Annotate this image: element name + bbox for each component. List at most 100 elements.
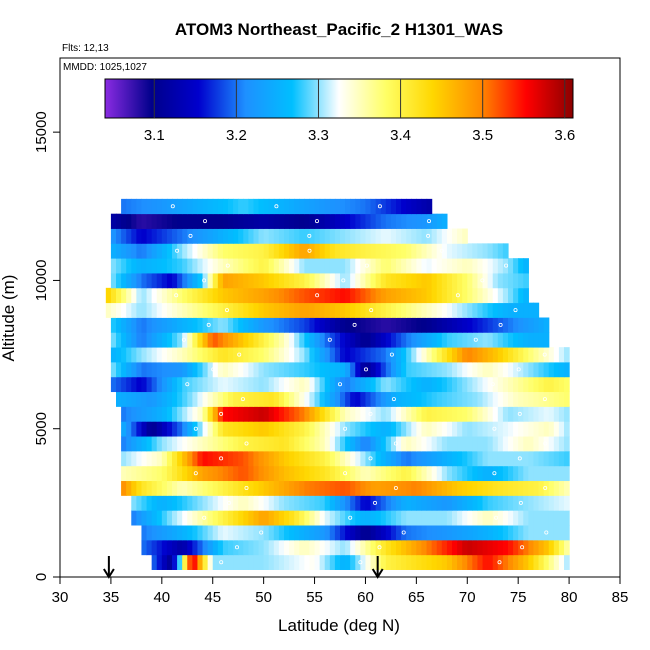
- heatmap-cell: [217, 198, 224, 215]
- heatmap-cell: [217, 436, 224, 452]
- heatmap-cell: [334, 361, 341, 378]
- heatmap-cell: [238, 465, 244, 482]
- heatmap-cell: [146, 391, 153, 407]
- heatmap-cell: [126, 273, 132, 289]
- heatmap-cell: [497, 332, 504, 348]
- heatmap-cell: [380, 510, 387, 526]
- x-tick-label: 70: [459, 589, 476, 606]
- heatmap-cell: [268, 376, 275, 393]
- heatmap-cell: [182, 495, 188, 511]
- heatmap-cell: [233, 480, 239, 496]
- heatmap-cell: [375, 213, 382, 229]
- heatmap-cell: [558, 436, 565, 452]
- heatmap-cell: [446, 332, 453, 348]
- sample-point: [219, 456, 224, 461]
- heatmap-cell: [390, 302, 397, 318]
- heatmap-cell: [482, 465, 489, 482]
- heatmap-cell: [564, 376, 570, 393]
- heatmap-cell: [375, 361, 382, 378]
- heatmap-cell: [548, 436, 555, 452]
- heatmap-cell: [151, 391, 158, 407]
- heatmap-cell: [548, 510, 555, 526]
- heatmap-cell: [258, 465, 265, 482]
- heatmap-cell: [502, 273, 509, 289]
- heatmap-cell: [350, 495, 356, 511]
- heatmap-cell: [411, 480, 417, 496]
- heatmap-cell: [202, 243, 209, 259]
- heatmap-cell: [390, 450, 397, 467]
- altitude-layer: [121, 436, 570, 452]
- heatmap-cell: [487, 376, 494, 393]
- heatmap-cell: [151, 302, 158, 318]
- sample-point: [517, 456, 522, 461]
- x-tick-label: 30: [52, 589, 69, 606]
- heatmap-cell: [253, 228, 260, 244]
- heatmap-cell: [304, 554, 311, 570]
- heatmap-cell: [309, 228, 316, 244]
- heatmap-cell: [452, 465, 458, 482]
- heatmap-cell: [141, 465, 148, 482]
- heatmap-cell: [161, 436, 168, 452]
- heatmap-cell: [314, 539, 321, 556]
- heatmap-cell: [182, 287, 188, 304]
- heatmap-cell: [543, 495, 550, 511]
- heatmap-cell: [487, 495, 494, 511]
- heatmap-cell: [172, 243, 178, 259]
- heatmap-cell: [131, 273, 137, 289]
- heatmap-cell: [121, 317, 127, 333]
- heatmap-cell: [121, 228, 127, 244]
- heatmap-cell: [187, 317, 193, 333]
- heatmap-cell: [436, 436, 443, 452]
- heatmap-cell: [452, 436, 458, 452]
- heatmap-cell: [284, 361, 290, 378]
- heatmap-cell: [350, 539, 356, 556]
- heatmap-cell: [217, 213, 224, 229]
- heatmap-cell: [299, 228, 305, 244]
- heatmap-cell: [309, 243, 316, 259]
- heatmap-cell: [462, 228, 468, 244]
- heatmap-cell: [406, 332, 412, 348]
- heatmap-cell: [212, 539, 219, 556]
- heatmap-cell: [187, 450, 193, 467]
- heatmap-cell: [508, 317, 514, 333]
- heatmap-cell: [360, 243, 367, 259]
- heatmap-cell: [141, 198, 148, 215]
- heatmap-cell: [263, 332, 270, 348]
- heatmap-cell: [207, 213, 214, 229]
- heatmap-cell: [436, 243, 443, 259]
- altitude-layer: [110, 258, 529, 274]
- heatmap-cell: [273, 347, 280, 363]
- heatmap-cell: [380, 273, 387, 289]
- heatmap-cell: [543, 421, 550, 437]
- heatmap-cell: [548, 480, 555, 496]
- heatmap-cell: [452, 361, 458, 378]
- heatmap-cell: [126, 480, 132, 496]
- heatmap-cell: [116, 273, 122, 289]
- heatmap-cell: [431, 391, 438, 407]
- sample-point: [174, 293, 179, 298]
- heatmap-cell: [146, 198, 153, 215]
- heatmap-cell: [462, 465, 468, 482]
- heatmap-cell: [141, 391, 148, 407]
- heatmap-cell: [263, 406, 270, 422]
- heatmap-cell: [222, 525, 229, 541]
- heatmap-cell: [116, 213, 122, 229]
- altitude-layer: [110, 243, 509, 259]
- heatmap-cell: [299, 243, 305, 259]
- heatmap-cell: [340, 317, 346, 333]
- heatmap-cell: [263, 228, 270, 244]
- heatmap-cell: [146, 228, 153, 244]
- heatmap-cell: [390, 554, 397, 570]
- heatmap-cell: [401, 302, 407, 318]
- x-tick-label: 45: [204, 589, 221, 606]
- heatmap-cell: [385, 213, 392, 229]
- heatmap-cell: [533, 465, 540, 482]
- heatmap-cell: [141, 361, 148, 378]
- heatmap-cell: [187, 510, 193, 526]
- heatmap-cell: [136, 406, 143, 422]
- heatmap-cell: [380, 465, 387, 482]
- heatmap-cell: [340, 480, 346, 496]
- heatmap-cell: [390, 539, 397, 556]
- heatmap-cell: [243, 258, 249, 274]
- heatmap-cell: [289, 376, 295, 393]
